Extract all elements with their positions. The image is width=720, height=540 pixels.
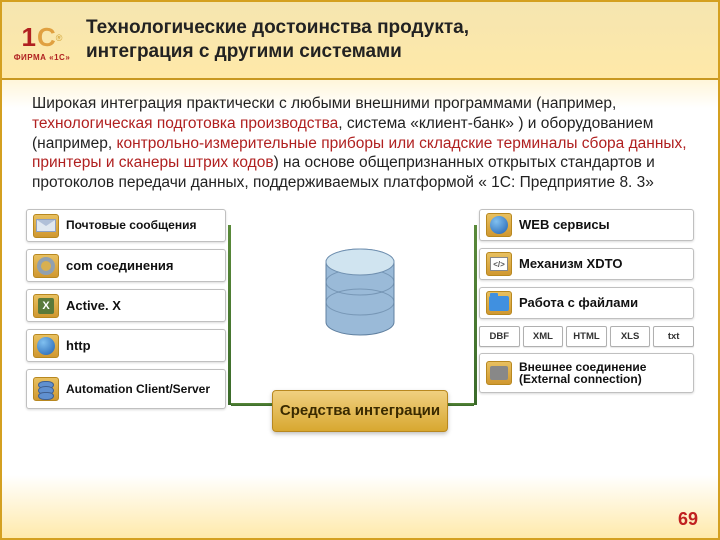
formats-row: DBF XML HTML XLS txt [479,326,694,347]
logo-letter: C [37,22,56,53]
item-com: com соединения [26,249,226,282]
logo-1c: 1 C ® ФИРМА «1С» [8,12,76,72]
fmt-dbf: DBF [479,326,520,347]
item-web: WEB сервисы [479,209,694,241]
label-mail: Почтовые сообщения [66,219,196,232]
body-paragraph: Широкая интеграция практически с любыми … [2,80,718,201]
mail-icon [33,214,59,238]
connector-right [474,225,477,405]
left-column: Почтовые сообщения com соединения X Acti… [26,209,226,416]
logo-digit: 1 [22,22,36,53]
gear-icon [33,254,59,278]
label-automation: Automation Client/Server [66,383,210,396]
para-1: Широкая интеграция практически с любыми … [32,95,616,112]
globe-icon [33,334,59,358]
slide-title: Технологические достоинства продукта, ин… [86,12,469,64]
label-files: Работа с файлами [519,296,638,310]
item-activex: X Active. X [26,289,226,322]
item-http: http [26,329,226,362]
database-icon [320,247,400,347]
fmt-xls: XLS [610,326,651,347]
item-external: Внешнее соединение (External connection) [479,353,694,393]
logo-tm: ® [56,33,63,43]
db-icon [33,377,59,401]
fmt-xml: XML [523,326,564,347]
globe-icon [486,213,512,237]
item-files: Работа с файлами [479,287,694,319]
page-number: 69 [678,509,698,530]
center-label: Средства интеграции [280,403,440,419]
fmt-html: HTML [566,326,607,347]
item-mail: Почтовые сообщения [26,209,226,242]
integration-diagram: Почтовые сообщения com соединения X Acti… [26,205,694,450]
item-xdto: </> Механизм XDTO [479,248,694,280]
center-box: Средства интеграции [272,390,448,432]
fmt-txt: txt [653,326,694,347]
activex-icon: X [33,294,59,318]
folder-icon [486,291,512,315]
right-column: WEB сервисы </> Механизм XDTO Работа с ф… [479,209,694,400]
chip-icon [486,361,512,385]
title-line1: Технологические достоинства продукта, [86,17,469,38]
label-http: http [66,339,91,353]
label-com: com соединения [66,259,174,273]
logo-firm-text: ФИРМА «1С» [14,53,71,62]
label-activex: Active. X [66,299,121,313]
label-web: WEB сервисы [519,218,610,232]
highlight-1: технологическая подготовка производства [32,115,338,132]
item-automation: Automation Client/Server [26,369,226,409]
slide-header: 1 C ® ФИРМА «1С» Технологические достоин… [2,2,718,80]
label-external: Внешнее соединение (External connection) [519,361,687,386]
code-icon: </> [486,252,512,276]
title-line2: интеграция с другими системами [86,41,402,62]
label-xdto: Механизм XDTO [519,257,622,271]
connector-left [228,225,231,405]
